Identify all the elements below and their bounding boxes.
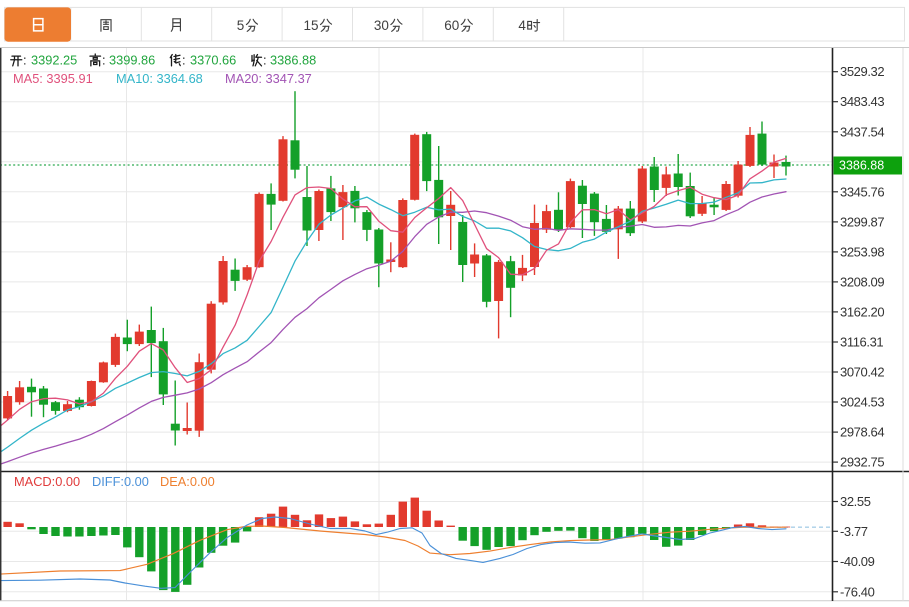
svg-text:3208.09: 3208.09 (840, 274, 884, 289)
svg-text:MACD:0.00: MACD:0.00 (14, 474, 80, 489)
svg-text::: : (102, 53, 106, 68)
svg-text:30: 30 (374, 18, 389, 33)
svg-text:-3.77: -3.77 (840, 524, 868, 539)
svg-text:2932.75: 2932.75 (840, 455, 884, 470)
svg-text:3162.20: 3162.20 (840, 304, 884, 319)
svg-text:3253.98: 3253.98 (840, 244, 884, 259)
svg-text:MA10: 3364.68: MA10: 3364.68 (116, 71, 203, 86)
svg-text:3437.54: 3437.54 (840, 124, 884, 139)
svg-text:3116.31: 3116.31 (840, 335, 883, 350)
svg-text:MA5: 3395.91: MA5: 3395.91 (13, 71, 93, 86)
svg-text:2978.64: 2978.64 (840, 425, 884, 440)
svg-text::: : (23, 53, 27, 68)
svg-text:-76.40: -76.40 (840, 584, 875, 599)
svg-text:3024.53: 3024.53 (840, 395, 884, 410)
svg-text:32.55: 32.55 (840, 494, 871, 509)
svg-text:3399.86: 3399.86 (109, 53, 155, 68)
svg-text:3529.32: 3529.32 (840, 64, 884, 79)
svg-text:15: 15 (304, 18, 319, 33)
svg-text:3392.25: 3392.25 (31, 53, 77, 68)
svg-text:5: 5 (237, 18, 245, 33)
svg-text:3299.87: 3299.87 (840, 214, 884, 229)
svg-text:60: 60 (444, 18, 459, 33)
svg-text:3345.76: 3345.76 (840, 184, 884, 199)
svg-text:3483.43: 3483.43 (840, 94, 884, 109)
svg-text::: : (182, 53, 186, 68)
svg-text:4: 4 (518, 18, 526, 33)
svg-text:-40.09: -40.09 (840, 554, 875, 569)
svg-text:3070.42: 3070.42 (840, 365, 884, 380)
svg-text:3370.66: 3370.66 (190, 53, 236, 68)
svg-text:3386.88: 3386.88 (270, 53, 316, 68)
svg-text:3386.88: 3386.88 (839, 159, 884, 173)
svg-text:DEA:0.00: DEA:0.00 (160, 474, 215, 489)
svg-text::: : (263, 53, 267, 68)
svg-text:DIFF:0.00: DIFF:0.00 (92, 474, 149, 489)
svg-text:MA20: 3347.37: MA20: 3347.37 (225, 71, 312, 86)
